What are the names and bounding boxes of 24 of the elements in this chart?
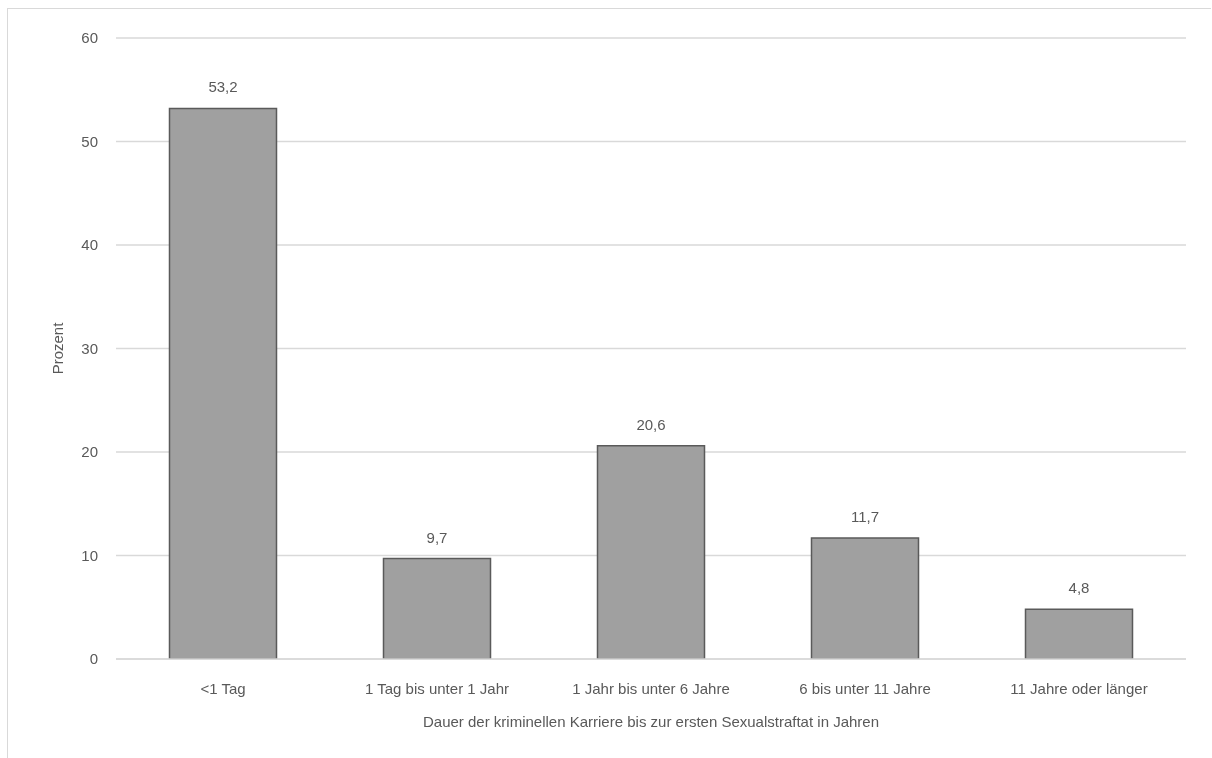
data-label: 9,7 xyxy=(426,528,448,546)
x-tick-label: <1 Tag xyxy=(200,679,246,697)
bar xyxy=(596,445,706,659)
bar xyxy=(1024,608,1134,659)
x-tick-label: 1 Jahr bis unter 6 Jahre xyxy=(572,679,730,697)
y-tick-label: 60 xyxy=(81,29,98,47)
bar xyxy=(382,557,492,659)
y-tick-label: 50 xyxy=(81,132,98,150)
data-label: 11,7 xyxy=(850,507,880,525)
y-tick-label: 0 xyxy=(89,650,98,668)
bar xyxy=(810,537,920,659)
x-axis-title: Dauer der kriminellen Karriere bis zur ersten Sexualstraftat in Jahren xyxy=(422,713,880,730)
data-label: 53,2 xyxy=(208,78,238,96)
x-tick-label: 1 Tag bis unter 1 Jahr xyxy=(365,679,509,697)
data-label: 20,6 xyxy=(636,415,666,433)
y-tick-label: 40 xyxy=(81,236,98,254)
y-tick-label: 30 xyxy=(81,339,98,357)
data-label: 4,8 xyxy=(1068,579,1090,597)
bar xyxy=(168,107,278,659)
y-axis-title: Prozent xyxy=(48,321,66,375)
x-tick-label: 6 bis unter 11 Jahre xyxy=(799,679,931,697)
y-tick-label: 20 xyxy=(81,443,98,461)
x-tick-label: 11 Jahre oder länger xyxy=(1010,679,1148,697)
y-tick-label: 10 xyxy=(81,546,98,564)
